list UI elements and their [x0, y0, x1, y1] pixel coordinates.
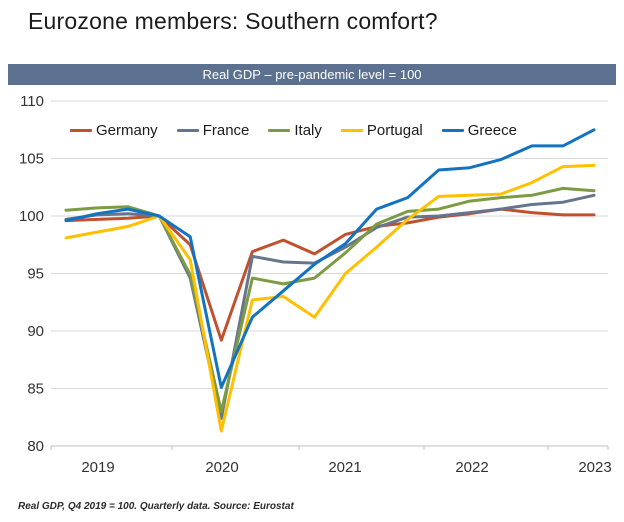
x-axis-year-label: 2020	[205, 459, 238, 476]
legend-swatch-greece	[441, 129, 464, 132]
legend-label: France	[202, 122, 250, 139]
legend-item-portugal: Portugal	[340, 122, 423, 139]
legend-item-germany: Germany	[70, 122, 158, 139]
y-axis-tick-label: 85	[27, 381, 44, 398]
chart-legend: Germany France Italy Portugal Greece	[70, 122, 517, 139]
legend-swatch-france	[176, 129, 199, 132]
y-axis-tick-label: 95	[27, 266, 44, 283]
legend-swatch-italy	[268, 129, 291, 132]
legend-label: Portugal	[366, 122, 423, 139]
legend-item-greece: Greece	[441, 122, 517, 139]
x-axis-year-label: 2023	[578, 459, 611, 476]
series-line-greece	[64, 128, 596, 389]
legend-label: Germany	[96, 122, 158, 139]
series-line-germany	[64, 207, 596, 342]
chart-subtitle-banner: Real GDP – pre-pandemic level = 100	[8, 64, 616, 85]
legend-item-italy: Italy	[268, 122, 322, 139]
series-line-portugal	[64, 163, 596, 433]
y-axis-tick-label: 100	[19, 208, 44, 225]
gdp-line-chart: 110 105 100 95 90 85 80 2019 2020 2021 2022 2023	[19, 93, 612, 476]
legend-swatch-portugal	[340, 129, 363, 132]
x-axis-year-label: 2021	[328, 459, 361, 476]
legend-swatch-germany	[70, 129, 92, 132]
legend-item-france: France	[176, 122, 250, 139]
page-title: Eurozone members: Southern comfort?	[28, 8, 438, 34]
x-axis-year-label: 2019	[81, 459, 114, 476]
source-note: Real GDP, Q4 2019 = 100. Quarterly data.…	[18, 501, 294, 512]
y-axis-tick-label: 80	[27, 438, 44, 455]
y-axis-tick-label: 90	[27, 323, 44, 340]
y-axis-tick-label: 105	[19, 151, 44, 168]
legend-label: Greece	[467, 122, 517, 139]
y-axis-tick-label: 110	[20, 93, 44, 110]
x-axis-year-label: 2022	[455, 459, 488, 476]
legend-label: Italy	[294, 122, 322, 139]
series-line-france	[64, 193, 596, 420]
